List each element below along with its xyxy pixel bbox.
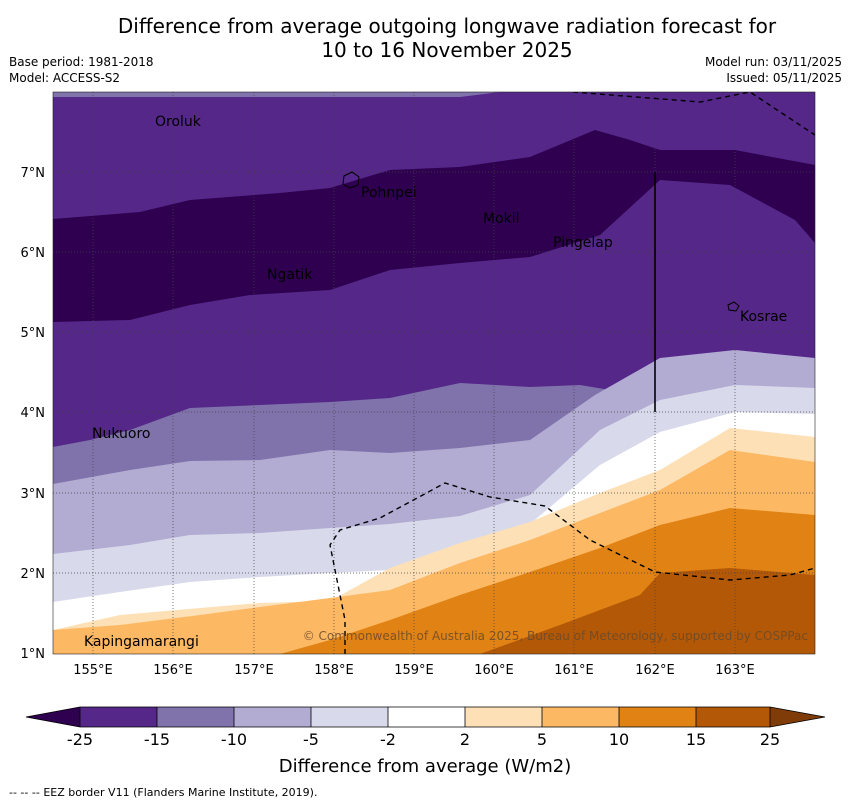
- colorbar-dividers: [79, 707, 771, 727]
- colorbar-label-7: 10: [609, 730, 629, 749]
- lon-tick-162: 162°E: [635, 663, 675, 678]
- colorbar-swatch-7: [542, 707, 619, 727]
- colorbar-label-9: 25: [760, 730, 780, 749]
- kosrae-island-icon: [727, 301, 740, 312]
- colorbar-swatch-1: [80, 707, 157, 727]
- colorbar-swatch-4: [311, 707, 388, 727]
- issued-date: Issued: 05/11/2025: [726, 71, 842, 85]
- title-line-1: Difference from average outgoing longwav…: [117, 14, 777, 38]
- lat-tick-7: 7°N: [21, 166, 46, 181]
- place-pingelap: Pingelap: [553, 235, 613, 251]
- graticule: [53, 92, 815, 654]
- lat-tick-5: 5°N: [21, 326, 46, 341]
- eez-border-south: [329, 482, 815, 654]
- lat-tick-6: 6°N: [21, 246, 46, 261]
- colorbar-swatch-6: [465, 707, 542, 727]
- place-nukuoro: Nukuoro: [92, 426, 150, 442]
- band-below-minus-25: [53, 130, 815, 322]
- base-period: Base period: 1981-2018: [9, 55, 154, 69]
- lon-axis: 155°E 156°E 157°E 158°E 159°E 160°E 161°…: [73, 663, 755, 678]
- colorbar-swatch-5: [388, 707, 465, 727]
- colorbar-label-2: -10: [221, 730, 247, 749]
- colorbar-swatch-0: [26, 707, 80, 727]
- colorbar-label-8: 15: [686, 730, 706, 749]
- eez-border-north: [572, 92, 815, 136]
- lon-tick-160: 160°E: [474, 663, 514, 678]
- lon-tick-163: 163°E: [715, 663, 755, 678]
- meta-right: Model run: 03/11/2025 Issued: 05/11/2025: [705, 54, 842, 86]
- colorbar-swatch-3: [234, 707, 311, 727]
- colorbar-label-3: -5: [303, 730, 319, 749]
- model-name: Model: ACCESS-S2: [9, 71, 121, 85]
- copyright-note: © Commonwealth of Australia 2025, Bureau…: [303, 629, 808, 643]
- lat-axis: 7°N 6°N 5°N 4°N 3°N 2°N 1°N: [21, 166, 46, 662]
- lon-tick-158: 158°E: [314, 663, 354, 678]
- lon-tick-156: 156°E: [153, 663, 193, 678]
- eez-legend-text: EEZ border V11 (Flanders Marine Institut…: [43, 786, 318, 799]
- colorbar-swatch-9: [696, 707, 770, 727]
- chart-title: Difference from average outgoing longwav…: [0, 14, 850, 62]
- footer-legend: -- -- -- EEZ border V11 (Flanders Marine…: [9, 786, 317, 799]
- lat-tick-4: 4°N: [21, 406, 46, 421]
- place-ngatik: Ngatik: [267, 267, 313, 283]
- lat-tick-2: 2°N: [21, 567, 46, 582]
- colorbar-label-6: 5: [537, 730, 547, 749]
- colorbar-swatch-10: [770, 707, 825, 727]
- colorbar-label-5: 2: [460, 730, 470, 749]
- band-plus-15: [480, 568, 815, 654]
- eez-legend-symbol: -- -- --: [9, 786, 40, 799]
- anomaly-bands: [53, 92, 815, 654]
- lon-tick-155: 155°E: [73, 663, 113, 678]
- title-line-2: 10 to 16 November 2025: [321, 38, 573, 62]
- place-mokil: Mokil: [483, 211, 520, 227]
- pohnpei-island-icon: [342, 171, 360, 189]
- colorbar: -25 -15 -10 -5 -2 2 5 10 15 25 Differenc…: [25, 706, 826, 777]
- colorbar-swatch-8: [619, 707, 696, 727]
- colorbar-swatch-2: [157, 707, 234, 727]
- place-pohnpei: Pohnpei: [361, 185, 417, 201]
- colorbar-label-4: -2: [380, 730, 396, 749]
- colorbar-label-0: -25: [67, 730, 93, 749]
- map-frame: [52, 91, 816, 655]
- lat-tick-3: 3°N: [21, 487, 46, 502]
- lon-tick-159: 159°E: [394, 663, 434, 678]
- colorbar-axis-label: Difference from average (W/m2): [279, 756, 571, 777]
- meta-left: Base period: 1981-2018 Model: ACCESS-S2: [9, 54, 154, 86]
- lat-tick-1: 1°N: [21, 647, 46, 662]
- place-labels: Oroluk Pohnpei Mokil Pingelap Ngatik Kos…: [84, 114, 787, 650]
- eez-borders: [329, 92, 815, 654]
- model-run: Model run: 03/11/2025: [704, 55, 842, 69]
- lon-tick-161: 161°E: [554, 663, 594, 678]
- colorbar-label-1: -15: [144, 730, 170, 749]
- lon-tick-157: 157°E: [234, 663, 274, 678]
- place-kosrae: Kosrae: [740, 309, 787, 325]
- place-oroluk: Oroluk: [155, 114, 202, 130]
- place-kapingamarangi: Kapingamarangi: [84, 634, 199, 650]
